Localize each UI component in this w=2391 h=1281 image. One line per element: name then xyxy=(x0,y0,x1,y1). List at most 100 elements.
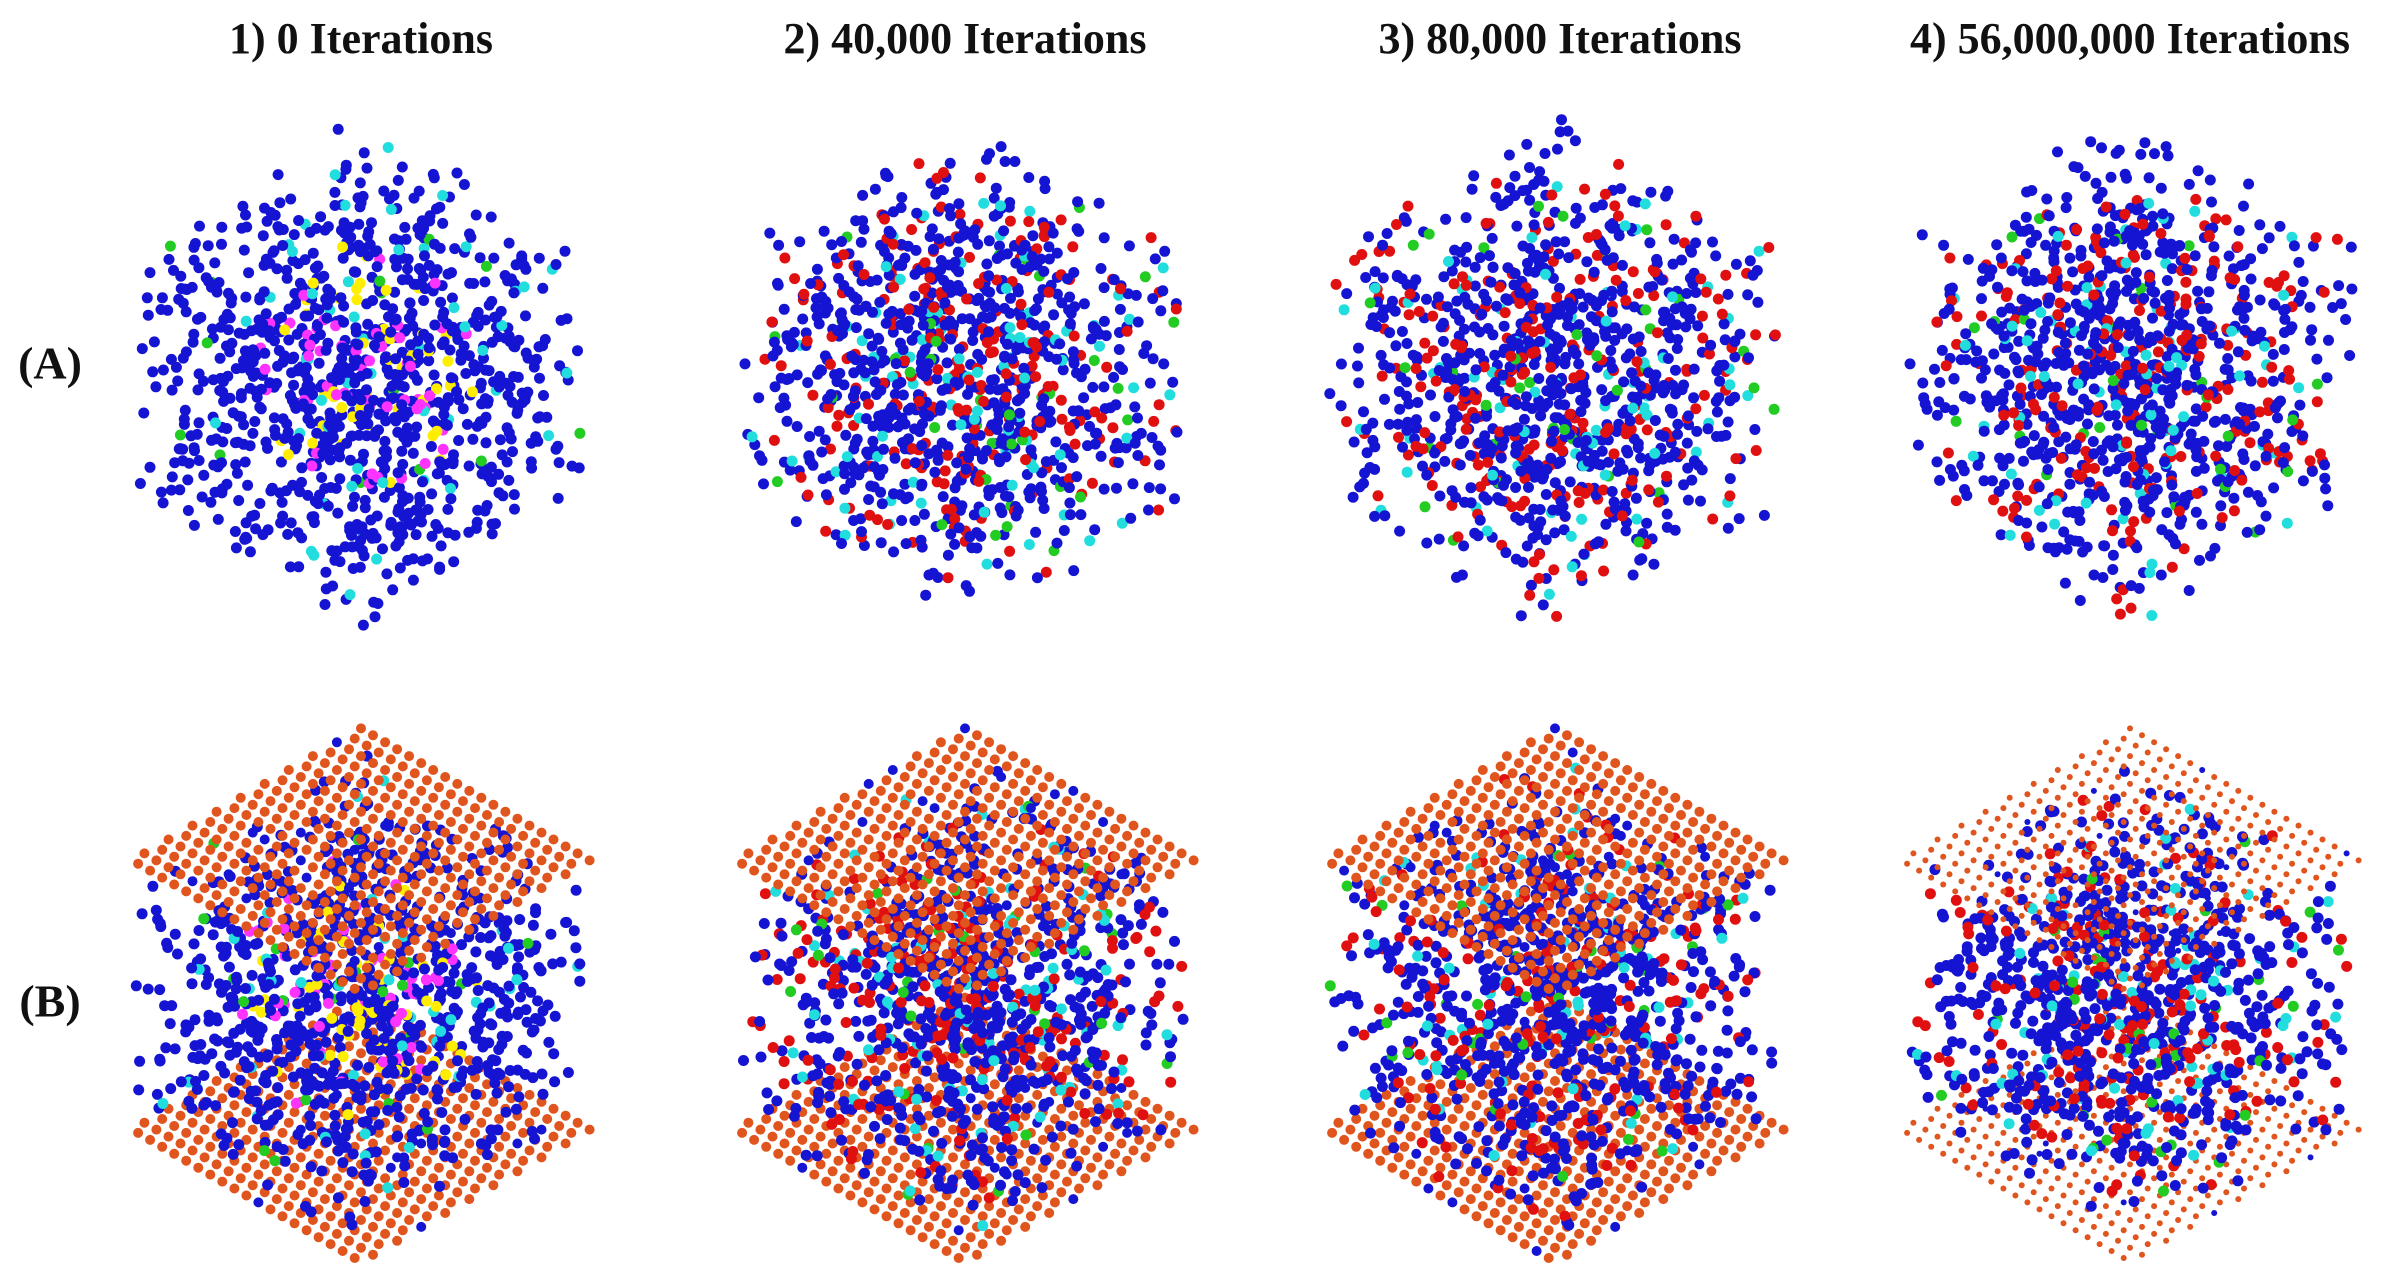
atom xyxy=(893,1218,904,1229)
atom xyxy=(743,1117,754,1128)
atom xyxy=(500,862,511,873)
atom xyxy=(483,365,495,377)
atom xyxy=(409,768,420,779)
atom xyxy=(536,827,547,838)
atom xyxy=(767,1042,779,1053)
atom xyxy=(549,1010,561,1022)
atom xyxy=(316,1067,328,1079)
atom xyxy=(241,1107,252,1118)
atom xyxy=(154,918,166,929)
atom xyxy=(470,209,482,221)
atom xyxy=(193,865,204,876)
atom xyxy=(265,796,276,807)
atom xyxy=(996,1208,1007,1218)
atom xyxy=(440,938,451,949)
atom xyxy=(134,478,146,489)
atom xyxy=(416,869,427,880)
atom xyxy=(1019,372,1031,384)
atom xyxy=(831,420,843,432)
atom xyxy=(512,841,523,852)
atom xyxy=(512,813,523,824)
atom xyxy=(349,491,360,503)
atom xyxy=(803,1096,814,1107)
atom xyxy=(187,876,198,887)
atom xyxy=(205,496,217,508)
atom xyxy=(368,924,378,935)
atom xyxy=(193,1134,204,1145)
atom xyxy=(422,504,434,515)
atom xyxy=(331,737,342,748)
atom xyxy=(1037,1134,1048,1145)
atom xyxy=(1096,412,1108,424)
atom xyxy=(1132,450,1144,461)
atom xyxy=(1065,1086,1077,1098)
atom xyxy=(272,169,284,181)
atom xyxy=(343,1011,355,1023)
atom xyxy=(404,1215,415,1225)
atom xyxy=(289,1107,300,1118)
atom xyxy=(352,339,364,351)
atom xyxy=(319,785,330,796)
atom xyxy=(265,1204,276,1215)
atom xyxy=(775,360,787,372)
atom xyxy=(458,1093,468,1104)
atom xyxy=(878,1007,890,1019)
atom xyxy=(181,1127,192,1138)
atom xyxy=(271,841,282,852)
atom xyxy=(524,820,535,831)
atom xyxy=(428,848,439,859)
atom xyxy=(1043,286,1055,298)
atom xyxy=(873,333,885,345)
atom xyxy=(494,872,505,883)
atom xyxy=(837,929,849,941)
atom xyxy=(188,938,200,950)
atom xyxy=(293,561,305,573)
atom xyxy=(464,1194,475,1205)
atom xyxy=(313,851,324,862)
atom xyxy=(218,395,230,407)
atom xyxy=(470,830,480,841)
atom xyxy=(476,876,487,887)
atom xyxy=(341,437,353,449)
atom xyxy=(858,269,870,280)
atom xyxy=(163,834,174,845)
atom xyxy=(1106,1083,1117,1095)
atom xyxy=(942,281,953,293)
atom xyxy=(428,904,439,914)
atom xyxy=(1078,298,1090,310)
atom xyxy=(480,260,492,272)
atom xyxy=(356,973,366,984)
atom xyxy=(1054,449,1066,461)
atom xyxy=(408,369,420,381)
atom xyxy=(485,930,497,942)
atom xyxy=(1108,274,1120,286)
atom xyxy=(1024,205,1036,217)
atom xyxy=(393,244,405,256)
atom xyxy=(283,765,294,775)
atom xyxy=(470,1155,480,1166)
atom xyxy=(916,305,928,317)
atom xyxy=(319,841,330,852)
atom xyxy=(260,1070,272,1081)
atom xyxy=(385,1218,396,1229)
atom xyxy=(259,806,270,817)
atom xyxy=(773,239,785,251)
atom xyxy=(416,1166,427,1177)
atom xyxy=(1038,221,1050,233)
atom xyxy=(344,827,354,838)
atom xyxy=(490,1055,502,1067)
atom xyxy=(319,869,330,880)
atom xyxy=(217,907,228,918)
atom xyxy=(416,924,427,935)
atom xyxy=(738,1055,749,1066)
atom xyxy=(1075,371,1087,383)
atom xyxy=(978,197,990,209)
atom xyxy=(348,1069,359,1081)
atom xyxy=(397,761,408,772)
atom xyxy=(520,1004,532,1016)
atom xyxy=(228,1086,239,1098)
atom xyxy=(574,975,586,987)
atom xyxy=(337,865,348,876)
atom xyxy=(470,914,480,925)
atom xyxy=(412,515,424,527)
